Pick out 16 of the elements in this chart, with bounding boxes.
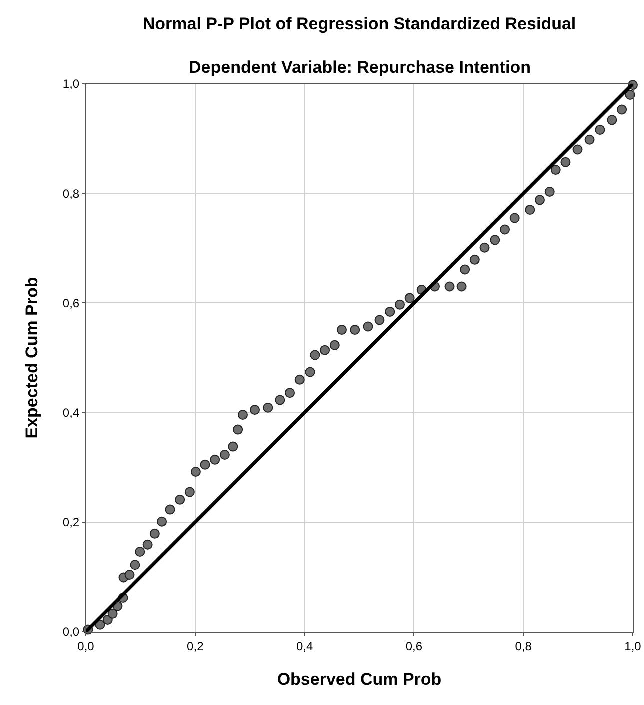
y-tick-label: 0,4 <box>62 406 80 420</box>
x-axis-title: Observed Cum Prob <box>277 670 442 689</box>
y-tick-label: 0,2 <box>62 516 80 530</box>
x-tick-label: 0,6 <box>406 639 423 654</box>
x-tick-label: 1,0 <box>624 639 642 654</box>
chart-subtitle: Dependent Variable: Repurchase Intention <box>189 58 531 77</box>
chart-title: Normal P-P Plot of Regression Standardized Residual <box>142 14 576 34</box>
x-tick-label: 0,4 <box>296 639 314 654</box>
y-tick-label: 0,6 <box>62 296 80 310</box>
y-tick-label: 1,0 <box>62 77 80 92</box>
x-tick-label: 0,2 <box>187 639 204 654</box>
x-tick-label: 0,8 <box>515 639 532 654</box>
y-axis-title: Expected Cum Prob <box>22 277 42 439</box>
y-tick-label: 0,0 <box>62 625 80 640</box>
y-tick-label: 0,8 <box>62 186 80 201</box>
x-tick-label: 0,0 <box>78 639 95 654</box>
